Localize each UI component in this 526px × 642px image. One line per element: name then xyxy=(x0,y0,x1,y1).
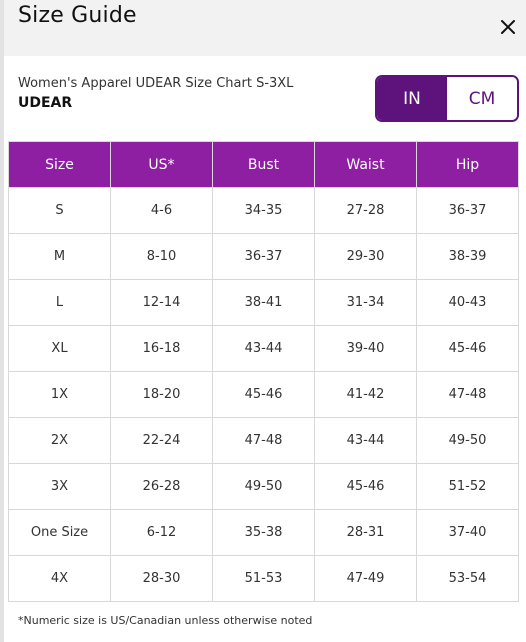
hip-cell: 40-43 xyxy=(416,279,519,326)
size-cell: 1X xyxy=(8,371,111,418)
size-cell: One Size xyxy=(8,509,111,556)
table-row: 4X 28-30 51-53 47-49 53-54 xyxy=(8,555,519,602)
us-size-cell: 18-20 xyxy=(110,371,213,418)
column-header-us: US* xyxy=(110,141,213,188)
size-cell: 3X xyxy=(8,463,111,510)
bust-cell: 51-53 xyxy=(212,555,315,602)
table-row: M 8-10 36-37 29-30 38-39 xyxy=(8,233,519,280)
table-row: S 4-6 34-35 27-28 36-37 xyxy=(8,187,519,234)
us-size-cell: 6-12 xyxy=(110,509,213,556)
column-header-waist: Waist xyxy=(314,141,417,188)
modal-title: Size Guide xyxy=(18,3,137,28)
column-header-bust: Bust xyxy=(212,141,315,188)
us-size-cell: 26-28 xyxy=(110,463,213,510)
footnote: *Numeric size is US/Canadian unless othe… xyxy=(18,614,313,627)
hip-cell: 51-52 xyxy=(416,463,519,510)
column-header-hip: Hip xyxy=(416,141,519,188)
bust-cell: 38-41 xyxy=(212,279,315,326)
unit-cm-button[interactable]: CM xyxy=(447,77,517,120)
bust-cell: 45-46 xyxy=(212,371,315,418)
size-cell: XL xyxy=(8,325,111,372)
size-cell: 4X xyxy=(8,555,111,602)
waist-cell: 27-28 xyxy=(314,187,417,234)
bust-cell: 43-44 xyxy=(212,325,315,372)
hip-cell: 36-37 xyxy=(416,187,519,234)
waist-cell: 39-40 xyxy=(314,325,417,372)
waist-cell: 28-31 xyxy=(314,509,417,556)
us-size-cell: 28-30 xyxy=(110,555,213,602)
size-cell: S xyxy=(8,187,111,234)
table-row: 2X 22-24 47-48 43-44 49-50 xyxy=(8,417,519,464)
hip-cell: 49-50 xyxy=(416,417,519,464)
hip-cell: 38-39 xyxy=(416,233,519,280)
size-table: Size US* Bust Waist Hip S 4-6 34-35 27-28 36… xyxy=(8,141,519,602)
table-header-row: Size US* Bust Waist Hip xyxy=(8,141,519,188)
waist-cell: 29-30 xyxy=(314,233,417,280)
bust-cell: 34-35 xyxy=(212,187,315,234)
column-header-size: Size xyxy=(8,141,111,188)
close-icon[interactable] xyxy=(498,17,518,37)
hip-cell: 53-54 xyxy=(416,555,519,602)
size-chart-subtitle: Women's Apparel UDEAR Size Chart S-3XL xyxy=(18,76,294,91)
waist-cell: 31-34 xyxy=(314,279,417,326)
hip-cell: 47-48 xyxy=(416,371,519,418)
hip-cell: 45-46 xyxy=(416,325,519,372)
us-size-cell: 16-18 xyxy=(110,325,213,372)
hip-cell: 37-40 xyxy=(416,509,519,556)
bust-cell: 47-48 xyxy=(212,417,315,464)
waist-cell: 43-44 xyxy=(314,417,417,464)
bust-cell: 36-37 xyxy=(212,233,315,280)
us-size-cell: 12-14 xyxy=(110,279,213,326)
brand-name: UDEAR xyxy=(18,95,73,111)
waist-cell: 41-42 xyxy=(314,371,417,418)
waist-cell: 45-46 xyxy=(314,463,417,510)
modal-header: Size Guide xyxy=(4,0,526,56)
unit-in-button[interactable]: IN xyxy=(377,77,447,120)
us-size-cell: 8-10 xyxy=(110,233,213,280)
size-cell: M xyxy=(8,233,111,280)
size-cell: L xyxy=(8,279,111,326)
bust-cell: 49-50 xyxy=(212,463,315,510)
table-row: L 12-14 38-41 31-34 40-43 xyxy=(8,279,519,326)
table-row: One Size 6-12 35-38 28-31 37-40 xyxy=(8,509,519,556)
table-row: 3X 26-28 49-50 45-46 51-52 xyxy=(8,463,519,510)
us-size-cell: 4-6 xyxy=(110,187,213,234)
size-cell: 2X xyxy=(8,417,111,464)
unit-toggle: IN CM xyxy=(375,75,519,122)
table-row: 1X 18-20 45-46 41-42 47-48 xyxy=(8,371,519,418)
table-row: XL 16-18 43-44 39-40 45-46 xyxy=(8,325,519,372)
waist-cell: 47-49 xyxy=(314,555,417,602)
us-size-cell: 22-24 xyxy=(110,417,213,464)
bust-cell: 35-38 xyxy=(212,509,315,556)
